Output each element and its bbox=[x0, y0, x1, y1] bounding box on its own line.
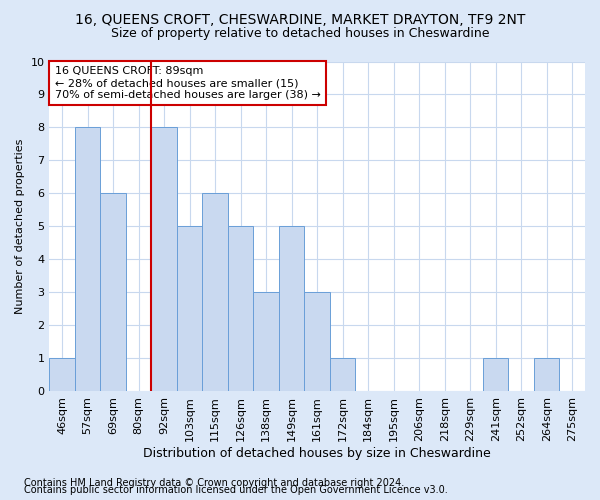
Text: 16, QUEENS CROFT, CHESWARDINE, MARKET DRAYTON, TF9 2NT: 16, QUEENS CROFT, CHESWARDINE, MARKET DR… bbox=[75, 12, 525, 26]
Bar bbox=[177, 226, 202, 392]
Bar bbox=[304, 292, 330, 392]
Bar bbox=[483, 358, 508, 392]
Y-axis label: Number of detached properties: Number of detached properties bbox=[15, 139, 25, 314]
Bar bbox=[75, 128, 100, 392]
Bar bbox=[534, 358, 559, 392]
X-axis label: Distribution of detached houses by size in Cheswardine: Distribution of detached houses by size … bbox=[143, 447, 491, 460]
Bar bbox=[228, 226, 253, 392]
Bar bbox=[151, 128, 177, 392]
Bar bbox=[100, 194, 126, 392]
Bar bbox=[202, 194, 228, 392]
Bar bbox=[253, 292, 279, 392]
Text: Contains HM Land Registry data © Crown copyright and database right 2024.: Contains HM Land Registry data © Crown c… bbox=[24, 478, 404, 488]
Bar bbox=[49, 358, 75, 392]
Bar bbox=[330, 358, 355, 392]
Text: Contains public sector information licensed under the Open Government Licence v3: Contains public sector information licen… bbox=[24, 485, 448, 495]
Text: Size of property relative to detached houses in Cheswardine: Size of property relative to detached ho… bbox=[111, 28, 489, 40]
Text: 16 QUEENS CROFT: 89sqm
← 28% of detached houses are smaller (15)
70% of semi-det: 16 QUEENS CROFT: 89sqm ← 28% of detached… bbox=[55, 66, 320, 100]
Bar bbox=[279, 226, 304, 392]
